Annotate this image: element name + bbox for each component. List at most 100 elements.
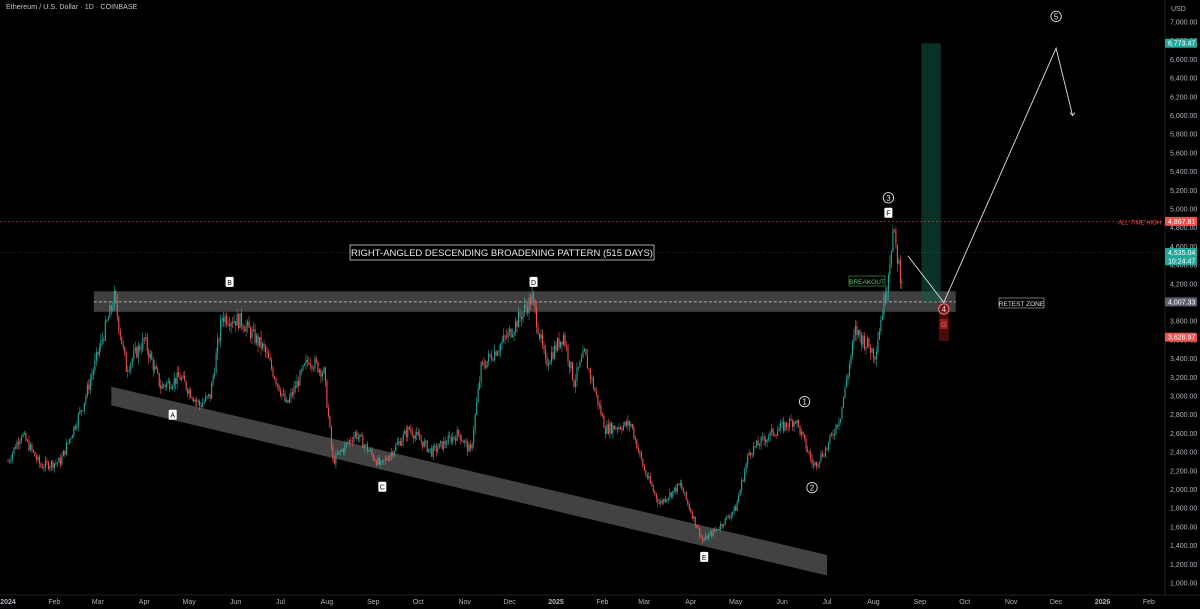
candle-body: [134, 347, 136, 351]
candle-body: [869, 347, 871, 353]
candle-body: [777, 431, 779, 436]
candle-body: [838, 422, 840, 427]
candle-body: [284, 393, 286, 402]
candle-body: [506, 336, 508, 338]
candle-body: [56, 462, 58, 464]
candle-body: [151, 353, 153, 360]
candle-body: [300, 370, 303, 372]
candle-body: [787, 426, 789, 428]
candle-body: [326, 381, 328, 408]
candle-body: [715, 529, 717, 531]
candle-body: [413, 435, 415, 439]
candle-body: [266, 352, 268, 354]
candle-body: [285, 400, 288, 402]
candle-body: [270, 360, 273, 369]
candle-body: [362, 436, 364, 449]
candle-body: [600, 405, 602, 415]
candle-body: [546, 357, 548, 366]
candle-body: [583, 349, 585, 352]
candle-body: [631, 424, 633, 428]
candle-body: [348, 440, 350, 443]
candle-body: [832, 434, 834, 436]
candle-body: [182, 375, 184, 378]
candle-body: [522, 312, 524, 320]
y-tick-label: 5,400.00: [1170, 169, 1197, 176]
candle-body: [726, 516, 728, 519]
x-tick-label: 2026: [1095, 599, 1111, 606]
candle-body: [735, 506, 737, 511]
candle-body: [50, 461, 52, 467]
candle-body: [211, 383, 213, 399]
candle-body: [7, 461, 9, 463]
candle-body: [245, 325, 247, 332]
candle-body: [142, 337, 144, 350]
chart-title: Ethereum / U.S. Dollar · 1D · COINBASE: [6, 4, 138, 11]
candle-body: [25, 433, 27, 441]
candle-body: [872, 348, 874, 358]
candle-body: [434, 445, 436, 447]
candle-body: [312, 368, 314, 369]
candle-body: [88, 384, 90, 390]
candle-body: [190, 389, 192, 398]
candle-body: [513, 332, 515, 336]
candle-body: [133, 350, 135, 359]
candle-body: [250, 327, 252, 339]
candle-body: [507, 332, 509, 338]
candle-body: [110, 305, 112, 310]
candle-body: [555, 345, 557, 351]
candle-body: [169, 380, 171, 389]
candle-body: [387, 459, 389, 461]
candle-body: [690, 508, 692, 513]
candle-body: [452, 437, 454, 443]
candle-body: [500, 344, 502, 351]
candle-body: [592, 377, 594, 389]
candle-body: [766, 439, 768, 443]
candle-body: [606, 424, 608, 434]
wave4-highlight: [938, 303, 949, 342]
candle-body: [188, 389, 190, 394]
candle-body: [878, 331, 880, 340]
candle-body: [396, 442, 398, 445]
candle-body: [805, 438, 807, 449]
candle-body: [703, 539, 705, 541]
candle-body: [486, 360, 488, 368]
candle-body: [85, 395, 87, 403]
y-tick-label: 2,000.00: [1170, 487, 1197, 494]
candle-body: [399, 441, 401, 446]
candle-body: [552, 352, 554, 359]
candle-body: [893, 229, 895, 231]
candle-body: [498, 350, 500, 353]
candle-body: [851, 342, 854, 356]
candle-body: [52, 461, 54, 468]
candle-body: [393, 450, 395, 456]
candle-body: [82, 410, 84, 412]
candle-body: [670, 492, 672, 497]
candle-body: [113, 290, 115, 308]
candle-body: [757, 440, 759, 446]
candle-body: [886, 291, 888, 301]
candle-body: [723, 524, 725, 526]
y-tick-label: 3,400.00: [1170, 356, 1197, 363]
candle-body: [296, 380, 298, 388]
candle-body: [642, 459, 644, 467]
candle-body: [247, 321, 249, 326]
y-tick-label: 3,000.00: [1170, 394, 1197, 401]
candle-body: [612, 425, 614, 434]
candle-body: [179, 377, 181, 380]
candle-body: [561, 341, 563, 345]
candle-body: [866, 338, 868, 347]
candle-body: [654, 490, 656, 494]
candle-body: [124, 346, 126, 354]
y-tick-label: 5,200.00: [1170, 188, 1197, 195]
candle-body: [172, 386, 174, 389]
candle-body: [344, 444, 346, 453]
candle-body: [419, 434, 421, 440]
candle-body: [652, 486, 654, 491]
candle-body: [619, 427, 621, 430]
candle-body: [649, 476, 651, 484]
candle-body: [122, 344, 124, 347]
candle-body: [792, 420, 794, 427]
candle-body: [46, 460, 48, 463]
candle-body: [401, 441, 403, 446]
